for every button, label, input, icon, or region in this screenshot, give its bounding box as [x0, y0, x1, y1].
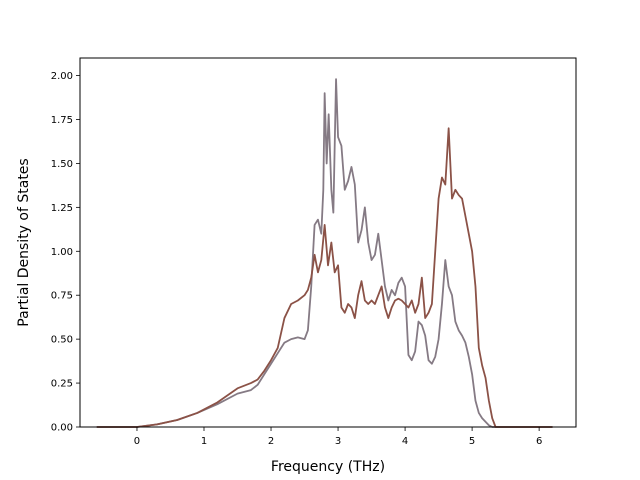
y-tick-label: 2.00	[51, 71, 73, 82]
x-tick-label: 6	[536, 436, 542, 447]
series-line-1	[96, 78, 553, 428]
plot-frame	[79, 57, 577, 428]
x-axis-label: Frequency (THz)	[271, 459, 385, 475]
series-layer	[96, 78, 553, 428]
x-tick-label: 1	[201, 436, 207, 447]
x-tick-label: 5	[469, 436, 475, 447]
y-axis: 0.00 0.25 0.50 0.75 1.00 1.25 1.50 1.75 2.00	[51, 71, 80, 434]
y-tick-label: 0.50	[51, 335, 73, 346]
y-tick-label: 0.75	[51, 291, 73, 302]
x-tick-label: 3	[335, 436, 341, 447]
x-tick-label: 4	[402, 436, 408, 447]
y-tick-label: 1.75	[51, 115, 73, 126]
x-tick-label: 2	[268, 436, 274, 447]
series-line-2	[96, 127, 553, 428]
x-tick-label: 0	[134, 436, 140, 447]
y-tick-label: 1.50	[51, 159, 73, 170]
y-tick-label: 0.25	[51, 379, 73, 390]
y-axis-label: Partial Density of States	[16, 158, 32, 326]
x-axis: 0 1 2 3 4 5 6	[134, 427, 542, 447]
y-tick-label: 1.00	[51, 247, 73, 258]
y-tick-label: 1.25	[51, 203, 73, 214]
y-tick-label: 0.00	[51, 423, 73, 434]
